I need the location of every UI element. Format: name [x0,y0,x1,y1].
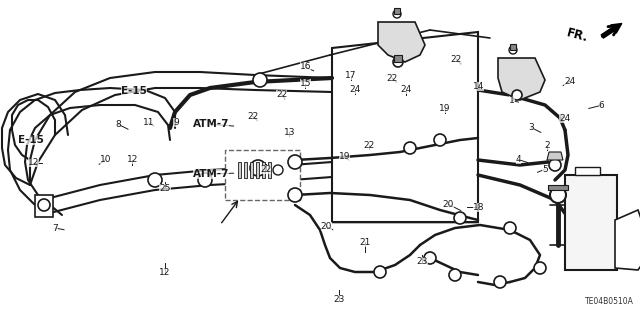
Text: 13: 13 [284,128,295,137]
Text: ATM-7: ATM-7 [193,169,230,179]
Text: ATM-7: ATM-7 [193,119,230,130]
Text: 24: 24 [349,85,361,94]
Text: 17: 17 [345,71,356,80]
Text: 8: 8 [116,120,121,129]
Text: 24: 24 [401,85,412,94]
Text: 14: 14 [473,82,484,91]
Text: 22: 22 [387,74,398,83]
Text: 22: 22 [450,55,461,63]
Circle shape [250,160,266,176]
Circle shape [550,187,566,203]
Circle shape [449,269,461,281]
Circle shape [288,188,302,202]
Text: 12: 12 [127,155,138,164]
Text: 20: 20 [442,200,454,209]
Circle shape [38,199,50,211]
Circle shape [534,262,546,274]
Text: 16: 16 [300,63,311,71]
Text: TE04B0510A: TE04B0510A [585,297,634,306]
Polygon shape [256,162,259,178]
Text: 10: 10 [100,155,111,164]
Circle shape [288,155,302,169]
Text: 19: 19 [339,152,350,161]
Text: 2: 2 [545,141,550,150]
Bar [225,150,300,200]
Text: 12: 12 [28,158,39,167]
Circle shape [512,90,522,100]
Text: FR.: FR. [565,26,590,44]
Text: 19: 19 [439,104,451,113]
Circle shape [253,73,267,87]
Circle shape [494,276,506,288]
Text: 22: 22 [247,112,259,121]
Text: 25: 25 [159,184,171,193]
Text: 23: 23 [333,295,345,304]
Circle shape [454,212,466,224]
Circle shape [148,173,162,187]
Text: E-15: E-15 [18,135,44,145]
Text: 3: 3 [529,123,534,132]
Text: 20: 20 [321,222,332,231]
Circle shape [434,134,446,146]
Text: 15: 15 [300,79,311,88]
Circle shape [504,222,516,234]
Text: 7: 7 [52,224,58,233]
Bar [394,55,402,62]
Polygon shape [547,152,563,160]
Circle shape [424,252,436,264]
Bar [510,44,516,50]
Text: 6: 6 [599,101,604,110]
Polygon shape [615,210,640,270]
Text: E-15: E-15 [122,86,147,96]
Circle shape [273,165,283,175]
Polygon shape [548,185,568,190]
Text: 22: 22 [276,90,287,99]
Circle shape [404,142,416,154]
Text: 24: 24 [559,114,571,122]
Text: 24: 24 [564,77,575,86]
Text: 11: 11 [143,118,154,127]
Circle shape [549,159,561,171]
Bar [35,195,53,217]
Circle shape [374,266,386,278]
Text: 22: 22 [260,165,271,174]
Circle shape [393,57,403,67]
Text: 4: 4 [516,155,521,164]
Text: 1: 1 [509,96,515,105]
Polygon shape [250,162,253,178]
Bar [565,175,617,270]
Bar [575,167,600,175]
Polygon shape [268,162,271,178]
Polygon shape [238,162,241,178]
Bar [394,8,400,14]
Polygon shape [244,162,247,178]
Polygon shape [378,22,425,62]
Text: 21: 21 [359,238,371,247]
Polygon shape [332,32,478,222]
Text: 22: 22 [363,141,374,150]
Circle shape [393,10,401,18]
Text: 9: 9 [173,118,179,127]
Polygon shape [262,162,265,178]
Text: 12: 12 [159,268,171,277]
Circle shape [509,46,517,54]
Text: 5: 5 [543,165,548,174]
Polygon shape [498,58,545,100]
Circle shape [198,173,212,187]
Text: 18: 18 [473,203,484,212]
Text: 23: 23 [417,257,428,266]
